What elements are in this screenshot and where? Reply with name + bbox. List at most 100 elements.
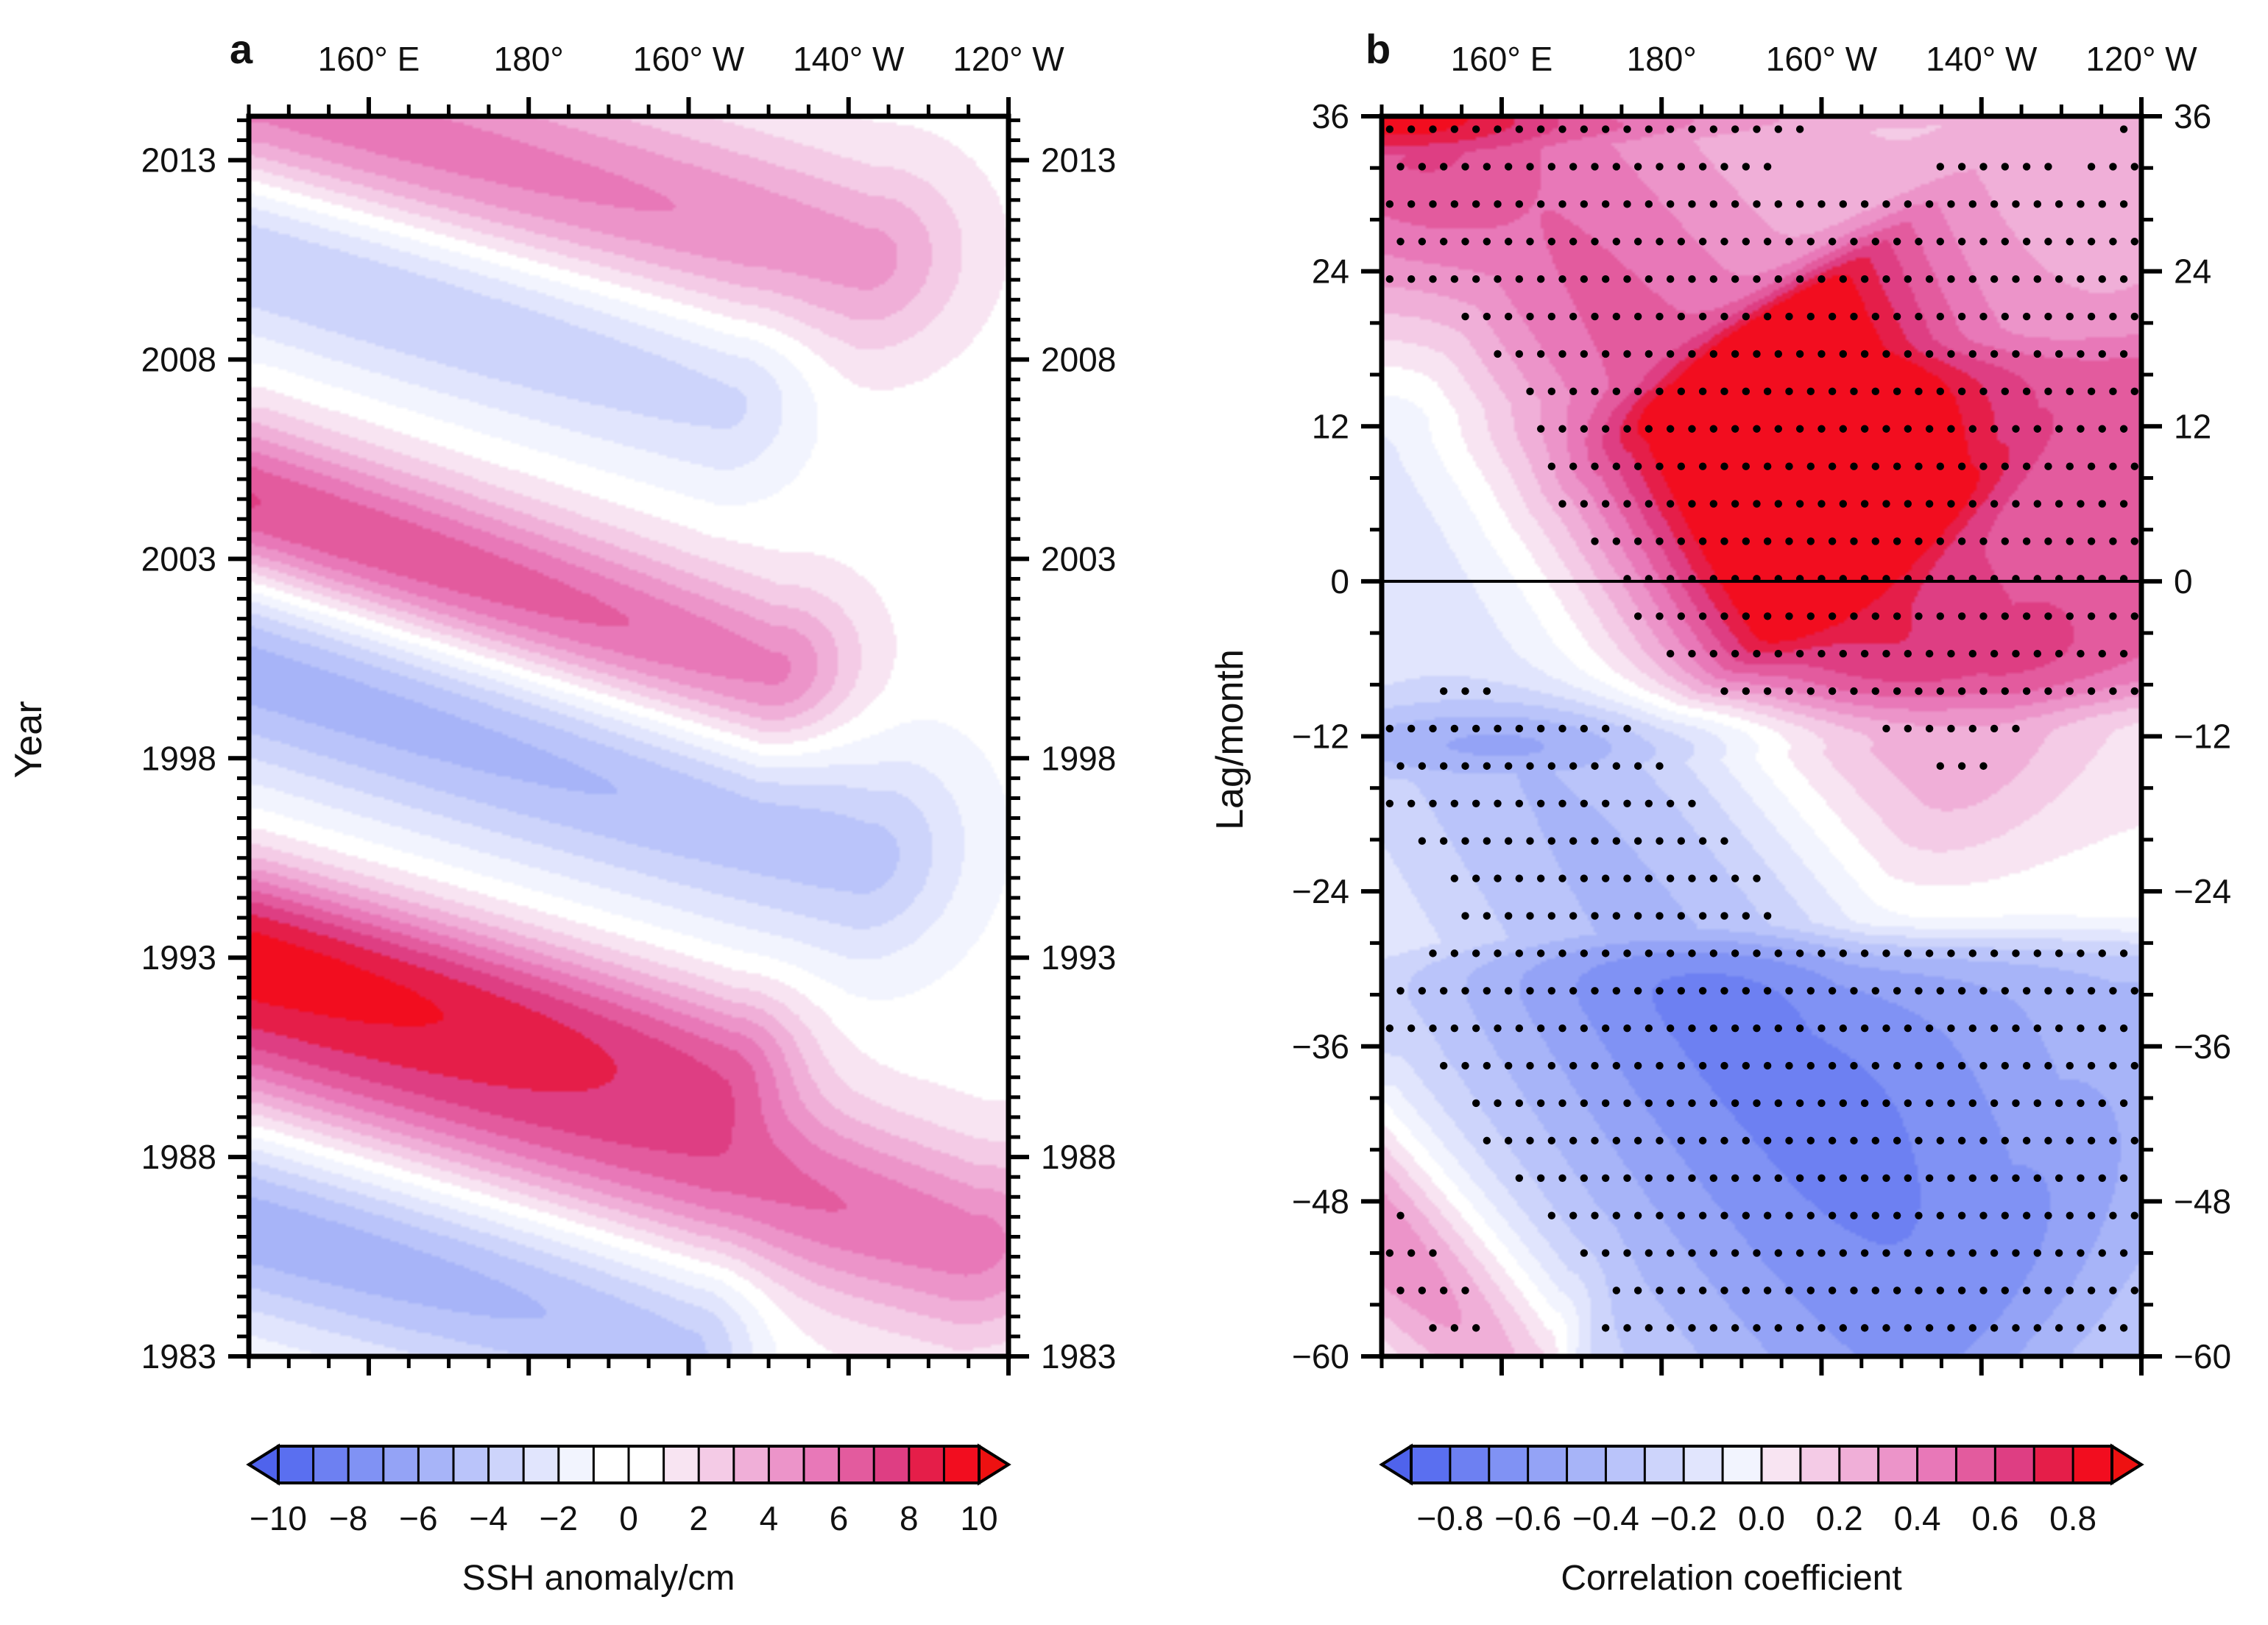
significance-dot <box>2109 1286 2117 1295</box>
significance-dot <box>1407 1024 1416 1033</box>
significance-dot <box>1904 1174 1912 1182</box>
significance-dot <box>1494 949 1502 957</box>
significance-dot <box>1753 350 1761 358</box>
significance-dot <box>2077 200 2085 208</box>
significance-dot <box>2055 500 2063 508</box>
panel-b-y-tick-labels-left: 36 24 12 0 −12 −24 −36 −48 −60 <box>1292 97 1349 1376</box>
significance-dot <box>1947 949 1955 957</box>
colorbar-tick-label: −10 <box>250 1499 307 1537</box>
significance-dot <box>2130 1211 2138 1219</box>
significance-dot <box>1731 1024 1739 1033</box>
significance-dot <box>1871 312 1879 321</box>
significance-dot <box>1925 1324 1934 1332</box>
significance-dot <box>2066 987 2074 995</box>
significance-dot <box>1666 949 1675 957</box>
significance-dot <box>1677 537 1686 545</box>
significance-dot <box>2087 312 2096 321</box>
panel-b-significance-dots <box>1385 125 2138 1332</box>
significance-dot <box>1882 649 1890 658</box>
significance-dot <box>2001 1286 2009 1295</box>
significance-dot <box>1429 200 1437 208</box>
significance-dot <box>1580 200 1589 208</box>
significance-dot <box>1633 238 1642 246</box>
significance-dot <box>2012 500 2020 508</box>
significance-dot <box>1860 350 1869 358</box>
colorbar-segment <box>908 1446 944 1483</box>
significance-dot <box>1785 1286 1793 1295</box>
significance-dot <box>1439 687 1448 695</box>
significance-dot <box>1656 312 1664 321</box>
significance-dot <box>1385 1249 1394 1257</box>
significance-dot <box>1504 1136 1513 1145</box>
significance-dot <box>1558 425 1566 433</box>
significance-dot <box>1882 1324 1890 1332</box>
significance-dot <box>1429 724 1437 733</box>
significance-dot <box>1990 1024 1999 1033</box>
significance-dot <box>1731 200 1739 208</box>
significance-dot <box>1396 1211 1405 1219</box>
significance-dot <box>1472 949 1480 957</box>
significance-dot <box>1915 1136 1923 1145</box>
significance-dot <box>1536 350 1545 358</box>
significance-dot <box>2012 350 2020 358</box>
panel-a-y-tick-labels-right: 2013 2008 2003 1998 1993 1988 1983 <box>1041 141 1116 1376</box>
significance-dot <box>1623 1099 1631 1108</box>
significance-dot <box>1591 1061 1599 1070</box>
significance-dot <box>1645 1174 1653 1182</box>
significance-dot <box>1677 163 1686 171</box>
significance-dot <box>2066 1286 2074 1295</box>
y-tick-label-left: 12 <box>1312 407 1349 445</box>
significance-dot <box>1698 1136 1707 1145</box>
significance-dot <box>1558 500 1566 508</box>
significance-dot <box>1720 1136 1728 1145</box>
colorbar-segment <box>663 1446 699 1483</box>
significance-dot <box>2001 687 2009 695</box>
significance-dot <box>1979 387 1988 396</box>
significance-dot <box>1915 462 1923 470</box>
significance-dot <box>1656 837 1664 845</box>
y-tick-label-right: 12 <box>2174 407 2211 445</box>
significance-dot <box>1504 837 1513 845</box>
y-tick-label-left: −60 <box>1292 1337 1349 1376</box>
significance-dot <box>1882 724 1890 733</box>
significance-dot <box>1623 874 1631 882</box>
significance-dot <box>1957 987 1966 995</box>
significance-dot <box>2098 425 2106 433</box>
panel-b-y-tick-labels-right: 36 24 12 0 −12 −24 −36 −48 −60 <box>2174 97 2231 1376</box>
significance-dot <box>1828 687 1837 695</box>
significance-dot <box>1785 1136 1793 1145</box>
significance-dot <box>1806 1211 1815 1219</box>
significance-dot <box>1407 275 1416 283</box>
significance-dot <box>2022 1061 2031 1070</box>
significance-dot <box>1774 1324 1783 1332</box>
significance-dot <box>1494 125 1502 133</box>
significance-dot <box>2033 275 2041 283</box>
significance-dot <box>2119 275 2128 283</box>
significance-dot <box>2012 1174 2020 1182</box>
significance-dot <box>1601 949 1610 957</box>
significance-dot <box>1957 762 1966 771</box>
significance-dot <box>1785 312 1793 321</box>
significance-dot <box>1385 125 1394 133</box>
significance-dot <box>1753 1174 1761 1182</box>
significance-dot <box>1656 1061 1664 1070</box>
significance-dot <box>1839 949 1848 957</box>
significance-dot <box>1979 1286 1988 1295</box>
significance-dot <box>1947 1174 1955 1182</box>
significance-dot <box>1915 1286 1923 1295</box>
significance-dot <box>1731 1174 1739 1182</box>
significance-dot <box>1666 874 1675 882</box>
significance-dot <box>1882 1024 1890 1033</box>
significance-dot <box>1698 612 1707 620</box>
significance-dot <box>1742 238 1751 246</box>
significance-dot <box>1601 1099 1610 1108</box>
significance-dot <box>2033 200 2041 208</box>
significance-dot <box>1925 1249 1934 1257</box>
significance-dot <box>2044 312 2052 321</box>
significance-dot <box>1612 312 1621 321</box>
significance-dot <box>1666 500 1675 508</box>
significance-dot <box>1536 1099 1545 1108</box>
significance-dot <box>1645 425 1653 433</box>
significance-dot <box>2055 1174 2063 1182</box>
significance-dot <box>1720 238 1728 246</box>
